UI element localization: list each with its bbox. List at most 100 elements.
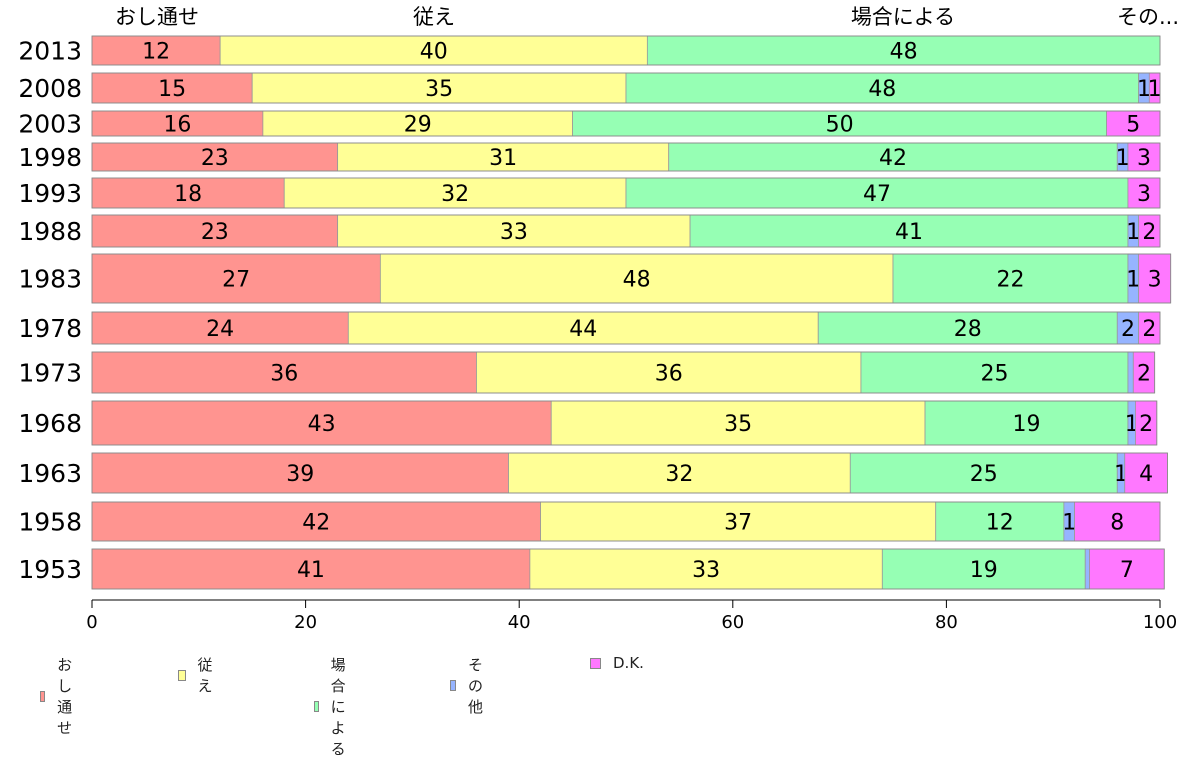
bar-segment [219, 35, 648, 66]
legend-swatch [314, 701, 319, 712]
data-label: 25 [970, 462, 998, 487]
data-label: 43 [308, 412, 336, 437]
data-label: 42 [302, 511, 330, 536]
legend-item: D.K. [590, 654, 644, 672]
data-label: 48 [890, 40, 918, 65]
bar-segment [881, 548, 1086, 590]
bar-segment [283, 177, 627, 209]
top-series-label: 場合による [851, 5, 955, 29]
legend-swatch [590, 657, 601, 669]
data-label: 32 [441, 182, 469, 207]
top-series-label: 従え [413, 5, 455, 29]
bar-segment [529, 548, 883, 590]
bar-outline [91, 72, 1161, 104]
data-label: 3 [1148, 268, 1162, 293]
bar-segment [91, 351, 477, 394]
bar-segment [91, 452, 509, 494]
bar-segment [625, 72, 1140, 104]
bar-outline [91, 110, 1161, 137]
category-label: 1988 [18, 217, 82, 246]
category-label: 1998 [18, 143, 82, 172]
bar-segment [91, 400, 552, 446]
legend-swatch [178, 669, 186, 681]
data-label: 41 [895, 220, 923, 245]
bar-segment [1074, 501, 1161, 542]
data-label: 40 [420, 40, 448, 65]
data-label: 7 [1120, 558, 1134, 583]
x-tick-label: 100 [1143, 612, 1177, 633]
data-label: 12 [986, 511, 1014, 536]
data-label: 4 [1139, 462, 1153, 487]
data-label: 2 [1121, 317, 1135, 342]
data-label: 1 [1062, 511, 1076, 536]
data-label: 28 [954, 317, 982, 342]
bar-segment [337, 214, 691, 248]
data-label: 48 [868, 77, 896, 102]
data-label: 1 [1116, 146, 1130, 171]
legend-label: おし通せ [57, 656, 73, 737]
bar-segment [540, 501, 937, 542]
data-label: 2 [1139, 412, 1153, 437]
data-label: 12 [142, 40, 170, 65]
x-tick-label: 0 [86, 612, 97, 633]
top-series-label: おし通せ [115, 5, 199, 29]
category-label: 2013 [18, 37, 82, 66]
bar-segment [91, 548, 531, 590]
category-label: 2008 [18, 74, 82, 103]
bar-outline [91, 351, 1156, 394]
bar-outline [91, 214, 1161, 248]
bar-outline [91, 400, 1158, 446]
data-label: 32 [665, 462, 693, 487]
legend-swatch [450, 680, 456, 691]
x-tick-label: 20 [294, 612, 317, 633]
bar-segment [476, 351, 862, 394]
data-label: 5 [1126, 113, 1140, 138]
top-series-label: その... [1117, 5, 1179, 29]
data-label: 22 [996, 268, 1024, 293]
data-label: 1 [1137, 77, 1151, 102]
data-label: 2 [1137, 362, 1151, 387]
category-label: 1993 [18, 179, 82, 208]
bar-segment [1124, 452, 1168, 494]
data-label: 31 [489, 146, 517, 171]
data-label: 39 [286, 462, 314, 487]
bar-segment [689, 214, 1129, 248]
category-label: 1953 [18, 555, 82, 584]
data-label: 36 [655, 362, 683, 387]
bar-segment [1084, 548, 1090, 590]
bar-outline [91, 177, 1161, 209]
data-label: 29 [404, 113, 432, 138]
data-label: 41 [297, 558, 325, 583]
bar-segment [262, 110, 574, 137]
data-label: 47 [863, 182, 891, 207]
category-label: 1958 [18, 508, 82, 537]
data-label: 27 [222, 268, 250, 293]
data-label: 19 [1013, 412, 1041, 437]
legend-item: おし通せ [40, 654, 78, 738]
data-label: 3 [1137, 182, 1151, 207]
data-label: 36 [270, 362, 298, 387]
data-label: 1 [1126, 220, 1140, 245]
data-label: 18 [174, 182, 202, 207]
legend-item: その他 [450, 654, 488, 717]
bar-outline [91, 253, 1172, 304]
category-label: 1978 [18, 314, 82, 343]
data-label: 42 [879, 146, 907, 171]
legend-swatch [40, 690, 46, 702]
bar-segment [550, 400, 926, 446]
data-label: 25 [980, 362, 1008, 387]
legend-item: 場合による [314, 654, 352, 759]
bar-segment [91, 253, 381, 304]
data-label: 44 [569, 317, 597, 342]
data-label: 35 [724, 412, 752, 437]
data-label: 1 [1148, 77, 1162, 102]
data-label: 15 [158, 77, 186, 102]
bar-outline [91, 452, 1168, 494]
legend-label: その他 [468, 656, 484, 716]
data-label: 50 [826, 113, 854, 138]
bar-segment [91, 35, 221, 66]
legend-label: 場合による [330, 656, 346, 758]
data-label: 8 [1110, 511, 1124, 536]
category-label: 1968 [18, 409, 82, 438]
